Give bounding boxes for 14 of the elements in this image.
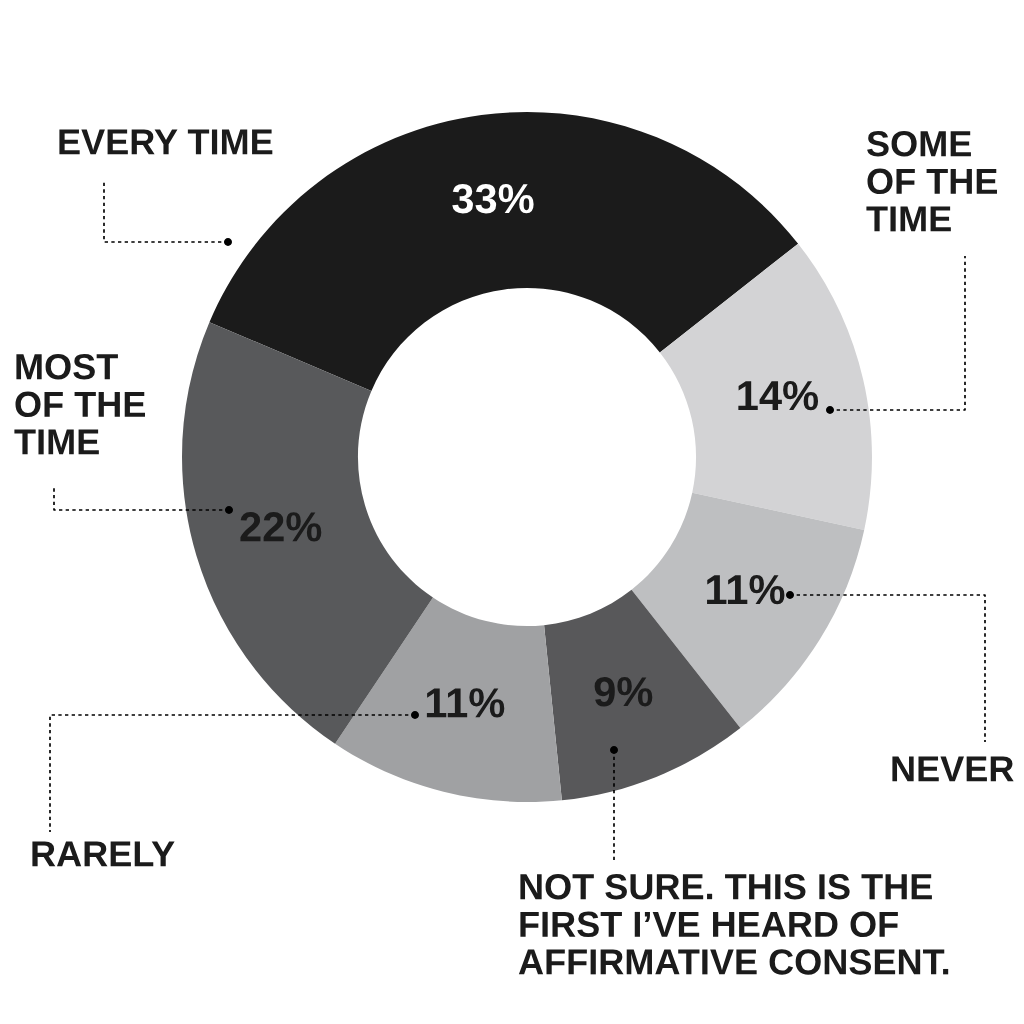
data-label: 9%	[594, 676, 653, 707]
slice-label: NEVER	[892, 756, 1014, 782]
data-label: 22%	[240, 512, 322, 542]
data-label: 14%	[738, 380, 819, 411]
slice-label: RARELY	[32, 841, 175, 867]
data-label: 11%	[707, 574, 785, 605]
slice-label: SOME OF THE TIME	[866, 130, 997, 232]
donut-slice	[335, 597, 562, 802]
donut-slice	[659, 243, 872, 530]
slice-label: EVERY TIME	[59, 129, 273, 155]
data-label: 11%	[426, 688, 505, 718]
slice-label: MOST OF THE TIME	[14, 353, 145, 455]
slice-label: NOT SURE. THIS IS THE FIRST I’VE HEARD OF AFFIRMATIVE CONSENT.	[518, 873, 949, 975]
data-label: 33%	[452, 183, 534, 214]
